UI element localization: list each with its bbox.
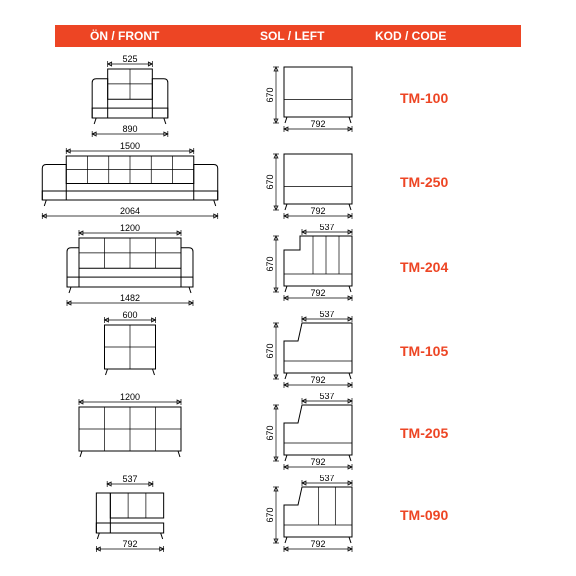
svg-text:792: 792: [310, 206, 325, 216]
left-drawing: 537 670 792: [245, 393, 375, 473]
product-row: 1200 1482 537 670 792 TM-204: [0, 224, 576, 309]
header-bar: ÖN / FRONT SOL / LEFT KOD / CODE: [55, 25, 521, 47]
svg-text:537: 537: [319, 311, 334, 319]
front-drawing: 1500 2064: [0, 142, 260, 222]
svg-text:670: 670: [265, 343, 275, 358]
svg-text:792: 792: [310, 539, 325, 549]
svg-text:670: 670: [265, 256, 275, 271]
header-front: ÖN / FRONT: [90, 29, 159, 43]
product-row: 537 792 537 670 792 TM-090: [0, 475, 576, 555]
left-drawing: 537 670 792: [245, 475, 375, 555]
svg-text:792: 792: [310, 288, 325, 298]
header-code: KOD / CODE: [375, 29, 446, 43]
svg-text:792: 792: [310, 457, 325, 467]
svg-text:525: 525: [122, 55, 137, 64]
svg-text:2064: 2064: [120, 206, 140, 216]
svg-text:890: 890: [122, 124, 137, 134]
product-row: 1200 537 670 792 TM-205: [0, 393, 576, 473]
svg-text:1200: 1200: [120, 224, 140, 233]
product-code: TM-250: [400, 174, 448, 190]
svg-text:600: 600: [122, 311, 137, 320]
left-drawing: 670 792: [245, 142, 375, 222]
left-drawing: 537 670 792: [245, 311, 375, 391]
svg-text:792: 792: [310, 375, 325, 385]
svg-text:670: 670: [265, 174, 275, 189]
svg-text:537: 537: [319, 393, 334, 401]
front-drawing: 600: [0, 311, 260, 391]
product-row: 525 890 670 792 TM-100: [0, 55, 576, 140]
svg-text:537: 537: [122, 475, 137, 484]
svg-text:792: 792: [122, 539, 137, 549]
svg-text:670: 670: [265, 87, 275, 102]
svg-text:792: 792: [310, 119, 325, 129]
svg-text:537: 537: [319, 475, 334, 483]
product-code: TM-204: [400, 259, 448, 275]
left-drawing: 670 792: [245, 55, 375, 140]
header-left: SOL / LEFT: [260, 29, 324, 43]
product-code: TM-105: [400, 343, 448, 359]
svg-text:1500: 1500: [120, 142, 140, 151]
front-drawing: 525 890: [0, 55, 260, 140]
product-code: TM-205: [400, 425, 448, 441]
front-drawing: 537 792: [0, 475, 260, 555]
svg-text:670: 670: [265, 507, 275, 522]
product-row: 600 537 670 792 TM-105: [0, 311, 576, 391]
left-drawing: 537 670 792: [245, 224, 375, 309]
front-drawing: 1200 1482: [0, 224, 260, 309]
svg-text:670: 670: [265, 425, 275, 440]
product-row: 1500 2064 670 792 TM-250: [0, 142, 576, 222]
front-drawing: 1200: [0, 393, 260, 473]
product-code: TM-100: [400, 90, 448, 106]
svg-text:1482: 1482: [120, 293, 140, 303]
product-code: TM-090: [400, 507, 448, 523]
svg-text:1200: 1200: [120, 393, 140, 402]
svg-text:537: 537: [319, 224, 334, 232]
